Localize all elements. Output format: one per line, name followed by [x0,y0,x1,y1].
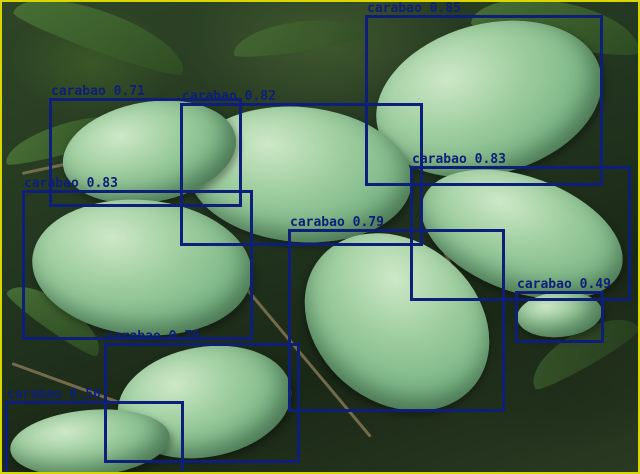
detection-box: carabao 0.85 [365,2,603,186]
detection-box: carabao 0.49 [515,277,611,343]
detection-label: carabao 0.49 [517,277,611,292]
detection-box: carabao 0.83 [22,176,253,340]
detection-box: carabao 0.71 [49,84,242,207]
detection-box: carabao 0.50 [5,387,184,472]
leaf [230,13,364,61]
leaf [10,2,194,82]
detection-label: carabao 0.85 [367,1,461,16]
detection-label: carabao 0.82 [182,89,276,104]
detection-label: carabao 0.79 [290,215,384,230]
detection-label: carabao 0.83 [24,176,118,191]
detection-label: carabao 0.79 [106,329,200,344]
detection-box: carabao 0.82 [180,89,423,246]
detection-label: carabao 0.71 [51,84,145,99]
detection-box: carabao 0.79 [288,215,505,412]
detection-label: carabao 0.83 [412,152,506,167]
detection-label: carabao 0.50 [7,387,101,402]
detection-box: carabao 0.83 [410,152,631,301]
